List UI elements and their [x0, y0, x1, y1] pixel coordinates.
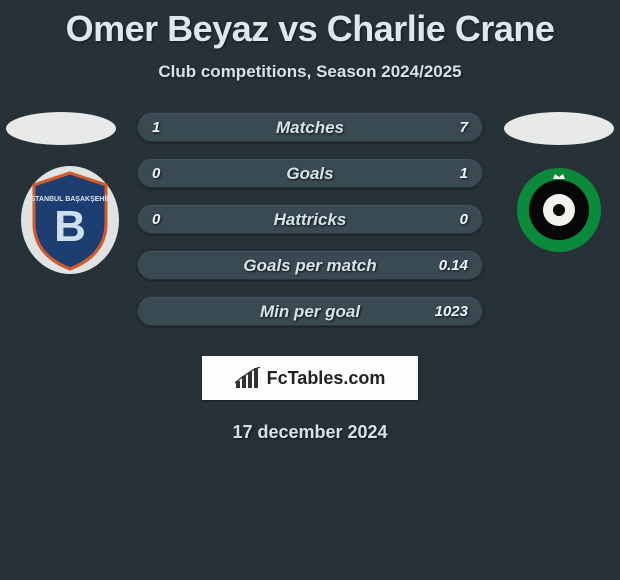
- stat-row: Goals per match 0.14: [137, 250, 483, 280]
- bars-chart-icon: [235, 367, 261, 389]
- ring-badge-icon: [516, 167, 602, 253]
- stat-right-value: 7: [460, 113, 468, 143]
- club-badge-left: ISTANBUL BAŞAKŞEHİR B: [20, 165, 120, 275]
- page-title: Omer Beyaz vs Charlie Crane: [0, 0, 620, 50]
- stat-rows: 1 Matches 7 0 Goals 1 0 Hattricks 0 Goal…: [137, 112, 483, 326]
- shield-icon: ISTANBUL BAŞAKŞEHİR B: [20, 165, 120, 275]
- stat-label: Hattricks: [138, 205, 482, 235]
- svg-text:B: B: [54, 202, 86, 251]
- stat-right-value: 0.14: [439, 251, 468, 281]
- brand-text: FcTables.com: [267, 368, 386, 389]
- brand-badge: FcTables.com: [202, 356, 418, 400]
- player-silhouette-left: [6, 112, 116, 145]
- stat-right-value: 1023: [435, 297, 468, 327]
- stat-right-value: 0: [460, 205, 468, 235]
- date-text: 17 december 2024: [0, 422, 620, 443]
- stat-label: Matches: [138, 113, 482, 143]
- player-silhouette-right: [504, 112, 614, 145]
- stat-label: Min per goal: [138, 297, 482, 327]
- subtitle: Club competitions, Season 2024/2025: [0, 62, 620, 82]
- stat-row: Min per goal 1023: [137, 296, 483, 326]
- stat-row: 0 Hattricks 0: [137, 204, 483, 234]
- stat-right-value: 1: [460, 159, 468, 189]
- stat-row: 1 Matches 7: [137, 112, 483, 142]
- stat-label: Goals: [138, 159, 482, 189]
- stat-row: 0 Goals 1: [137, 158, 483, 188]
- club-badge-right: [516, 167, 602, 253]
- stat-label: Goals per match: [138, 251, 482, 281]
- comparison-panel: ISTANBUL BAŞAKŞEHİR B 1 Matches 7 0 Goal…: [0, 112, 620, 443]
